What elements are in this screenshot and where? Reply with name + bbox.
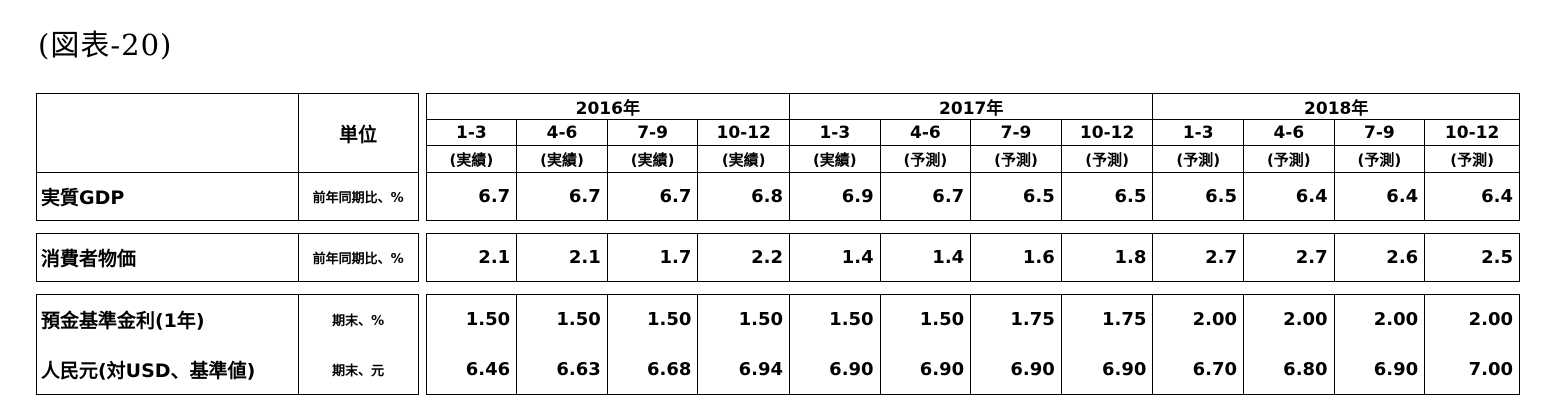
value-cell: 1.75 (1060, 294, 1153, 345)
value-cell: 2.7 (1152, 233, 1244, 282)
value-cell: 6.94 (697, 344, 790, 395)
row-unit: 期末、% (297, 294, 419, 345)
kind-header: (実績) (425, 145, 517, 173)
value-cell: 1.50 (606, 294, 698, 345)
value-cell: 1.6 (970, 233, 1062, 282)
kind-header: (予測) (1060, 145, 1153, 173)
value-cell: 1.50 (425, 294, 517, 345)
value-cell: 6.7 (425, 172, 517, 221)
row-label: 実質GDP (36, 172, 299, 221)
value-cell: 6.5 (970, 172, 1062, 221)
value-cell: 2.00 (1243, 294, 1335, 345)
value-cell: 6.8 (697, 172, 790, 221)
year-header-2017: 2017年 (788, 93, 1153, 120)
value-cell: 2.2 (697, 233, 790, 282)
page-title: (図表-20) (38, 28, 173, 62)
value-cell: 1.50 (879, 294, 971, 345)
quarter-header: 4-6 (516, 119, 608, 146)
value-cell: 1.50 (697, 294, 790, 345)
kind-header: (予測) (1424, 145, 1520, 173)
value-cell: 6.90 (789, 344, 881, 395)
quarter-header: 4-6 (1243, 119, 1335, 146)
quarter-header: 10-12 (697, 119, 790, 146)
quarter-header: 7-9 (970, 119, 1062, 146)
value-cell: 2.1 (425, 233, 517, 282)
value-cell: 6.4 (1243, 172, 1335, 221)
kind-header: (予測) (970, 145, 1062, 173)
value-cell: 6.90 (970, 344, 1062, 395)
value-cell: 6.90 (879, 344, 971, 395)
value-cell: 1.4 (789, 233, 881, 282)
value-cell: 6.46 (425, 344, 517, 395)
value-cell: 6.4 (1333, 172, 1425, 221)
kind-header: (予測) (1152, 145, 1244, 173)
table-row: 実質GDP 前年同期比、% 6.7 6.7 6.7 6.8 6.9 6.7 6.5 6.5 6.5 6… (36, 172, 1520, 221)
value-cell: 2.00 (1424, 294, 1520, 345)
value-cell: 6.7 (879, 172, 971, 221)
row-label: 消費者物価 (36, 233, 299, 282)
value-cell: 1.50 (516, 294, 608, 345)
table-row: 人民元(対USD、基準値) 期末、元 6.46 6.63 6.68 6.94 6.90 6.9… (36, 344, 1520, 395)
value-cell: 6.63 (516, 344, 608, 395)
value-cell: 1.4 (879, 233, 971, 282)
row-unit: 前年同期比、% (297, 233, 419, 282)
value-cell: 1.50 (789, 294, 881, 345)
kind-header: (予測) (879, 145, 971, 173)
value-cell: 2.00 (1152, 294, 1244, 345)
value-cell: 6.5 (1152, 172, 1244, 221)
table-row: 預金基準金利(1年) 期末、% 1.50 1.50 1.50 1.50 1.50 1.50 1.… (36, 294, 1520, 345)
value-cell: 6.80 (1243, 344, 1335, 395)
table-row: 消費者物価 前年同期比、% 2.1 2.1 1.7 2.2 1.4 1.4 1.6 1.8 2.7 2… (36, 233, 1520, 282)
row-unit: 前年同期比、% (297, 172, 419, 221)
value-cell: 1.75 (970, 294, 1062, 345)
quarter-header: 7-9 (606, 119, 698, 146)
quarter-header: 10-12 (1060, 119, 1153, 146)
quarter-header: 1-3 (425, 119, 517, 146)
value-cell: 1.7 (606, 233, 698, 282)
quarter-header: 4-6 (879, 119, 971, 146)
value-cell: 6.4 (1424, 172, 1520, 221)
row-unit: 期末、元 (297, 344, 419, 395)
quarter-header: 7-9 (1333, 119, 1425, 146)
forecast-table-frame: 単位 2016年 2017年 2018年 1-3 4-6 7-9 10-12 1-3 4-… (36, 93, 1520, 395)
header-blank-cell (36, 93, 299, 173)
value-cell: 2.00 (1333, 294, 1425, 345)
value-cell: 2.7 (1243, 233, 1335, 282)
value-cell: 6.7 (606, 172, 698, 221)
kind-header: (予測) (1333, 145, 1425, 173)
kind-header: (実績) (606, 145, 698, 173)
value-cell: 7.00 (1424, 344, 1520, 395)
value-cell: 6.90 (1060, 344, 1153, 395)
quarter-header: 1-3 (1152, 119, 1244, 146)
value-cell: 6.90 (1333, 344, 1425, 395)
kind-header: (実績) (516, 145, 608, 173)
value-cell: 6.7 (516, 172, 608, 221)
kind-header-row: (実績) (実績) (実績) (実績) (実績) (予測) (予測) (予測) (予測) (予測)… (37, 145, 1520, 173)
quarter-header-row: 1-3 4-6 7-9 10-12 1-3 4-6 7-9 10-12 1-3 4-6 7-9 10-… (37, 119, 1520, 146)
value-cell: 2.5 (1424, 233, 1520, 282)
year-header-2018: 2018年 (1152, 93, 1520, 120)
value-cell: 6.70 (1152, 344, 1244, 395)
row-label: 預金基準金利(1年) (36, 294, 299, 345)
quarter-header: 10-12 (1424, 119, 1520, 146)
value-cell: 6.9 (789, 172, 881, 221)
kind-header: (実績) (697, 145, 790, 173)
row-label: 人民元(対USD、基準値) (36, 344, 299, 395)
value-cell: 2.1 (516, 233, 608, 282)
value-cell: 1.8 (1060, 233, 1153, 282)
unit-header: 単位 (297, 93, 419, 173)
kind-header: (実績) (789, 145, 881, 173)
forecast-table: 単位 2016年 2017年 2018年 1-3 4-6 7-9 10-12 1-3 4-… (36, 93, 1520, 395)
value-cell: 2.6 (1333, 233, 1425, 282)
value-cell: 6.68 (606, 344, 698, 395)
quarter-header: 1-3 (789, 119, 881, 146)
value-cell: 6.5 (1060, 172, 1153, 221)
kind-header: (予測) (1243, 145, 1335, 173)
year-header-2016: 2016年 (425, 93, 790, 120)
